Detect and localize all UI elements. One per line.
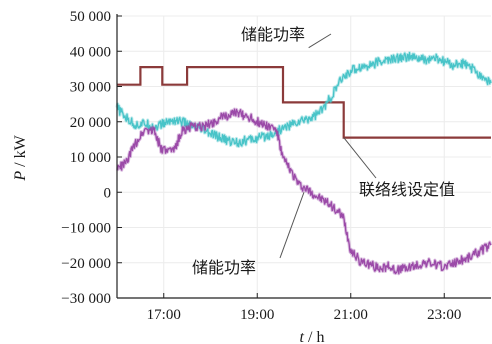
y-tick-label: 50 000 [70,9,111,25]
annotation-label: 储能功率 [241,25,305,44]
annotation-label: 联络线设定值 [359,180,455,199]
x-axis-symbol: t [300,329,305,344]
y-axis-unit: / kW [12,134,29,170]
series-2 [115,107,492,276]
series-halo [115,51,492,149]
y-tick-label: 0 [104,185,112,201]
annotation-leader [343,137,377,179]
y-tick-label: −10 000 [61,221,111,237]
annotation-leader [279,192,305,259]
tick-labels: −30 000 −20 000 −10 000 0 10 000 20 000 30 000… [61,9,461,323]
annotation-label: 储能功率 [192,258,256,277]
y-axis-symbol: P [12,171,29,182]
series-group [115,51,492,276]
x-tick-label: 17:00 [147,307,181,323]
y-tick-label: −30 000 [61,291,111,307]
x-tick-label: 23:00 [427,307,461,323]
annotation-1: 联络线设定值 [343,137,455,199]
annotation-0: 储能功率 [241,25,332,49]
annotation-leader [308,33,332,49]
x-tick-label: 19:00 [240,307,274,323]
y-tick-label: 20 000 [70,115,111,131]
y-tick-label: 40 000 [70,44,111,60]
x-axis-title: t / h [300,329,325,344]
series-line [116,52,492,148]
series-1 [115,51,492,149]
y-tick-label: 30 000 [70,80,111,96]
annotation-2: 储能功率 [192,192,305,277]
series-line [116,108,492,275]
x-tick-label: 21:00 [334,307,368,323]
series-line-tieline [117,65,491,139]
x-axis-unit: / h [304,329,324,344]
y-tick-label: 10 000 [70,150,111,166]
y-tick-label: −20 000 [61,256,111,272]
y-axis-title: P / kW [12,134,29,181]
axes [116,14,491,299]
series-0 [117,65,491,139]
